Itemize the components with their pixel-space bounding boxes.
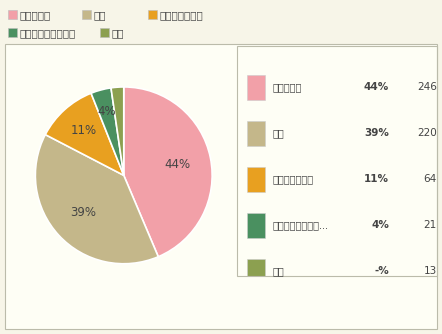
Text: 44%: 44%	[364, 82, 389, 93]
Bar	[100, 28, 109, 37]
Text: 64: 64	[424, 174, 437, 184]
Bar	[8, 10, 17, 19]
Text: 11%: 11%	[364, 174, 389, 184]
Text: あまり好きではない: あまり好きではない	[20, 28, 76, 38]
Wedge shape	[46, 93, 124, 175]
Bar	[8, 28, 17, 37]
Text: 220: 220	[417, 128, 437, 138]
Text: どちらでもない: どちらでもない	[160, 10, 204, 20]
Text: 嫌い: 嫌い	[112, 28, 125, 38]
Text: 21: 21	[424, 220, 437, 230]
Bar	[247, 259, 265, 284]
Bar	[148, 10, 157, 19]
Text: 39%: 39%	[71, 206, 96, 219]
Wedge shape	[111, 87, 124, 175]
Text: 好き: 好き	[273, 128, 285, 138]
Text: -%: -%	[374, 267, 389, 277]
Text: あまり好きではな...: あまり好きではな...	[273, 220, 329, 230]
Text: 39%: 39%	[364, 128, 389, 138]
Bar	[82, 10, 91, 19]
Text: どちらでもない: どちらでもない	[273, 174, 314, 184]
Text: 嫌い: 嫌い	[273, 267, 285, 277]
Wedge shape	[124, 87, 212, 257]
Text: 好き: 好き	[94, 10, 107, 20]
Text: 246: 246	[417, 82, 437, 93]
Bar	[247, 213, 265, 238]
Wedge shape	[91, 88, 124, 175]
Text: 4%: 4%	[97, 105, 116, 118]
Bar	[5, 44, 437, 329]
Text: 44%: 44%	[164, 158, 191, 171]
Text: 4%: 4%	[371, 220, 389, 230]
Text: 13: 13	[424, 267, 437, 277]
Text: とても好き: とても好き	[20, 10, 51, 20]
Text: 11%: 11%	[70, 124, 96, 137]
Bar	[247, 167, 265, 192]
Text: とても好き: とても好き	[273, 82, 302, 93]
Bar	[247, 121, 265, 146]
Wedge shape	[35, 135, 158, 264]
Bar	[247, 75, 265, 100]
